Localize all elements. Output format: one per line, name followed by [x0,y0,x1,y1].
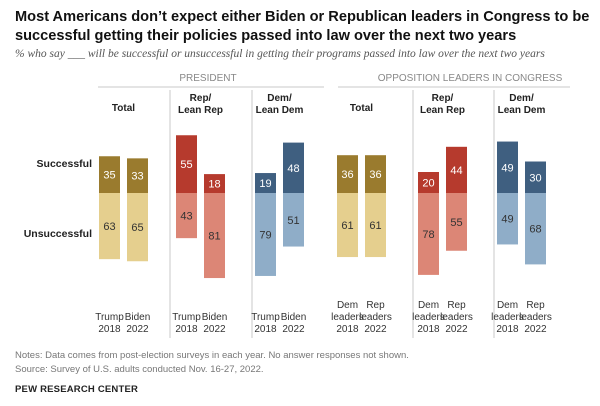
category-label: leaders [440,312,473,323]
group-label: Lean Dem [498,105,546,116]
category-label: 2022 [203,324,226,335]
bar-unsuccessful [497,193,518,245]
value-label-unsuccessful: 55 [450,217,462,229]
value-label-successful: 30 [529,172,541,184]
chart-subtitle: % who say ___ will be successful or unsu… [15,48,545,60]
bar-unsuccessful [204,193,225,279]
bar-successful [497,141,518,193]
value-label-successful: 18 [208,179,220,191]
group-label: Total [112,103,135,114]
value-label-unsuccessful: 79 [259,229,271,241]
bar-unsuccessful [525,193,546,265]
bar-successful [255,173,276,193]
value-label-successful: 49 [501,162,513,174]
bar-unsuccessful [99,193,120,260]
row-label-successful: Successful [37,158,93,170]
bar-successful [99,156,120,193]
category-label: Trump [172,312,201,323]
category-label: leaders [519,312,552,323]
chart-notes: Notes: Data comes from post-election sur… [15,350,409,361]
bar-unsuccessful [255,193,276,276]
category-label: 2022 [282,324,305,335]
category-label: Trump [95,312,124,323]
bar-unsuccessful [446,193,467,251]
value-label-unsuccessful: 49 [501,214,513,226]
value-label-unsuccessful: 65 [131,222,143,234]
category-label: Biden [281,312,307,323]
group-label: Rep/ [190,93,212,104]
category-label: 2022 [364,324,387,335]
category-label: Biden [202,312,228,323]
value-label-unsuccessful: 81 [208,231,220,243]
category-label: Rep [366,300,385,311]
bar-unsuccessful [365,193,386,258]
category-label: 2018 [496,324,519,335]
bar-successful [365,155,386,193]
bar-successful [204,174,225,193]
value-label-unsuccessful: 63 [103,221,115,233]
value-label-successful: 33 [131,171,143,183]
value-label-successful: 20 [422,178,434,190]
value-label-unsuccessful: 51 [287,215,299,227]
bar-unsuccessful [176,193,197,239]
group-label: Dem/ [267,93,292,104]
category-label: 2018 [98,324,121,335]
value-label-unsuccessful: 68 [529,224,541,236]
value-label-unsuccessful: 61 [341,220,353,232]
bar-successful [446,146,467,193]
bar-successful [337,155,358,193]
chart-title: Most Americans don’t expect either Biden… [15,9,590,44]
value-label-successful: 44 [450,165,462,177]
category-label: 2022 [126,324,149,335]
category-label: Dem [497,300,518,311]
bar-successful [127,158,148,193]
panel-label: OPPOSITION LEADERS IN CONGRESS [378,73,563,84]
group-label: Lean Rep [420,105,465,116]
group-label: Total [350,103,373,114]
category-label: Biden [125,312,151,323]
category-label: Dem [337,300,358,311]
group-label: Dem/ [509,93,534,104]
bar-unsuccessful [418,193,439,275]
value-label-unsuccessful: 78 [422,229,434,241]
value-label-successful: 36 [369,169,381,181]
group-label: Lean Dem [256,105,304,116]
value-label-successful: 19 [259,178,271,190]
bar-unsuccessful [127,193,148,262]
value-label-unsuccessful: 61 [369,220,381,232]
category-label: leaders [359,312,392,323]
category-label: Dem [418,300,439,311]
value-label-successful: 48 [287,163,299,175]
category-label: Trump [251,312,280,323]
value-label-successful: 55 [180,159,192,171]
group-label: Rep/ [432,93,454,104]
bar-unsuccessful [283,193,304,247]
row-label-unsuccessful: Unsuccessful [24,228,92,240]
chart-source: Source: Survey of U.S. adults conducted … [15,364,264,375]
value-label-unsuccessful: 43 [180,211,192,223]
category-label: Rep [447,300,466,311]
category-label: leaders [491,312,524,323]
category-label: 2018 [336,324,359,335]
category-label: 2022 [524,324,547,335]
category-label: 2018 [254,324,277,335]
category-label: 2018 [417,324,440,335]
category-label: leaders [331,312,364,323]
brand-label: PEW RESEARCH CENTER [15,384,139,395]
bar-successful [525,161,546,193]
category-label: Rep [526,300,545,311]
bar-unsuccessful [337,193,358,258]
group-label: Lean Rep [178,105,223,116]
panel-label: PRESIDENT [179,73,236,84]
bar-successful [283,142,304,193]
value-label-successful: 35 [103,170,115,182]
category-label: 2022 [445,324,468,335]
bar-successful [418,172,439,193]
category-label: 2018 [175,324,198,335]
bar-successful [176,135,197,193]
value-label-successful: 36 [341,169,353,181]
chart: Successful Unsuccessful PRESIDENT Total 35 63… [24,73,570,338]
category-label: leaders [412,312,445,323]
